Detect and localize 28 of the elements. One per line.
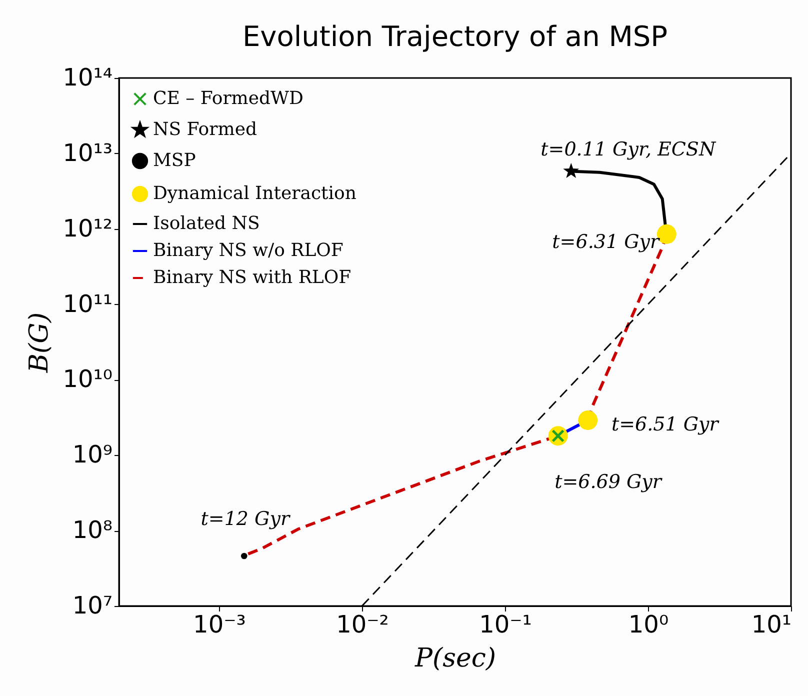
y-tick-label: 10¹⁰ xyxy=(62,365,112,394)
legend-label: Binary NS w/o RLOF xyxy=(153,240,344,261)
y-tick-label: 10¹¹ xyxy=(62,290,112,318)
annotation: t=6.31 Gyr xyxy=(552,231,661,254)
annotation: t=6.51 Gyr xyxy=(611,413,720,436)
y-tick-label: 10¹⁴ xyxy=(62,64,112,92)
x-tick-label: 10¹ xyxy=(751,610,792,638)
x-tick-label: 10⁻² xyxy=(336,610,389,638)
chart-title: Evolution Trajectory of an MSP xyxy=(242,20,668,53)
y-tick-label: 10⁷ xyxy=(72,592,112,620)
y-tick-label: 10⁹ xyxy=(72,440,112,469)
x-tick-label: 10⁻¹ xyxy=(479,610,532,638)
y-axis-title: B(G) xyxy=(24,312,55,374)
x-tick-label: 10⁰ xyxy=(628,610,669,638)
legend-label: NS Formed xyxy=(153,119,257,140)
annotation: t=0.11 Gyr, ECSN xyxy=(540,138,717,160)
y-tick-label: 10¹² xyxy=(62,214,112,242)
y-tick-label: 10¹³ xyxy=(62,138,112,167)
annotation: t=12 Gyr xyxy=(200,508,292,530)
y-tick-label: 10⁸ xyxy=(72,516,112,544)
annotation: t=6.69 Gyr xyxy=(554,470,664,493)
legend-label: Dynamical Interaction xyxy=(153,183,357,204)
legend-label: Isolated NS xyxy=(153,213,260,234)
x-tick-label: 10⁻³ xyxy=(193,610,246,638)
x-axis-title: P(sec) xyxy=(414,644,496,674)
legend-label: MSP xyxy=(153,150,196,171)
legend-label: CE – FormedWD xyxy=(153,88,304,109)
legend-label: Binary NS with RLOF xyxy=(153,267,352,288)
